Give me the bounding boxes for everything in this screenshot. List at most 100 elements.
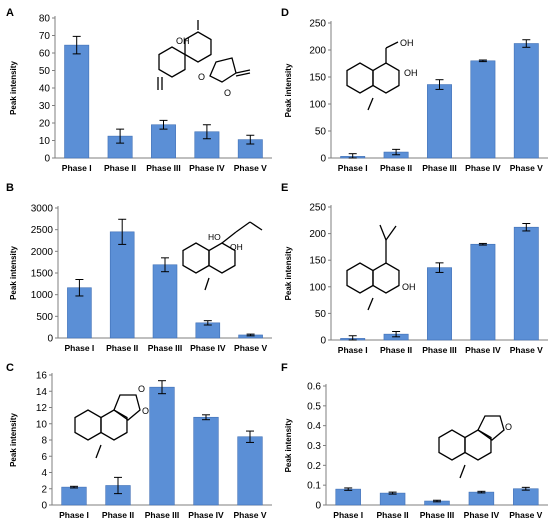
x-tick-label: Phase I [338, 345, 368, 355]
struct-label-oh: OH [402, 282, 416, 292]
bar [427, 267, 452, 341]
panel-letter: A [6, 7, 14, 19]
y-tick-label: 4 [41, 468, 47, 479]
y-tick-label: 0.4 [307, 421, 321, 432]
struct-label-o-carbonyl: O [224, 88, 231, 98]
molecule-structure: HO OH [182, 221, 263, 291]
bar [237, 436, 263, 506]
x-tick-label: Phase III [145, 510, 180, 520]
y-axis-label: Peak intensity [284, 418, 293, 472]
y-tick-label: 10 [36, 419, 48, 430]
panel-letter: E [281, 182, 288, 194]
x-tick-label: Phase III [148, 343, 183, 353]
chart-panel-d: D Peak intensity 0 50 100 150 200 250 Phase I Pha… [281, 7, 548, 173]
ring-right [184, 31, 212, 63]
thf-ring [477, 415, 505, 441]
bar [468, 491, 495, 506]
y-tick-label: 0 [320, 154, 326, 165]
y-tick-label: 0.3 [307, 441, 321, 452]
y-tick-label: 20 [39, 119, 51, 130]
y-tick-label: 0 [41, 501, 47, 512]
y-axis-label: Peak intensity [284, 63, 293, 117]
exo-bond-2 [235, 72, 251, 77]
diene-bond-2 [385, 225, 397, 241]
bar [193, 416, 219, 506]
y-tick-label: 40 [39, 84, 51, 95]
chart-panel-a: A Peak intensity 0 10 20 30 40 50 60 70 80 Phase I P… [6, 7, 272, 173]
bar [64, 44, 90, 159]
lactone-ring [113, 394, 141, 421]
bar [470, 60, 496, 159]
panel-letter: C [6, 362, 14, 374]
bar [513, 43, 539, 159]
y-tick-label: 0.5 [307, 401, 321, 412]
struct-label-ho: HO [208, 232, 221, 242]
diene-bond [379, 224, 387, 241]
molecule-structure: OH O O [157, 20, 251, 98]
y-tick-label: 3000 [31, 204, 54, 215]
y-tick-label: 30 [39, 101, 51, 112]
bar [109, 231, 135, 339]
y-tick-label: 0.6 [307, 382, 321, 393]
struct-label-oh: OH [230, 242, 243, 252]
gem-methyl-bond [95, 444, 102, 459]
y-tick-label: 150 [309, 73, 326, 84]
ring-right [100, 409, 128, 441]
x-tick-label: Phase II [380, 163, 412, 173]
struct-label-oh: OH [176, 36, 190, 46]
y-tick-label: 70 [39, 31, 51, 42]
y-tick-label: 2500 [31, 225, 54, 236]
y-tick-label: 150 [309, 256, 326, 267]
ring-left [158, 46, 186, 78]
gem-methyl-bond [367, 97, 374, 111]
ring-left [182, 242, 210, 274]
side-chain-2 [385, 41, 399, 49]
y-tick-label: 500 [36, 312, 53, 323]
y-tick-label: 2 [41, 484, 47, 495]
bar [513, 488, 539, 506]
y-tick-label: 6 [41, 452, 47, 463]
y-tick-label: 8 [41, 436, 47, 447]
panel-letter: B [6, 182, 14, 194]
ring-left [346, 62, 374, 94]
x-tick-label: Phase I [62, 163, 92, 173]
molecule-structure: OH OH [346, 38, 418, 111]
y-tick-label: 250 [309, 203, 326, 214]
x-tick-label: Phase V [509, 510, 542, 520]
y-tick-label: 100 [309, 282, 326, 293]
y-tick-label: 12 [36, 403, 48, 414]
chart-panel-e: E Peak intensity 0 50 100 150 200 250 Phase I Pha… [281, 182, 548, 355]
molecule-structure: OO [74, 384, 149, 459]
gem-methyl-bond [367, 297, 374, 311]
y-axis-label: Peak intensity [9, 61, 18, 115]
y-tick-label: 50 [39, 66, 51, 77]
y-tick-label: 200 [309, 46, 326, 57]
y-tick-label: 100 [309, 100, 326, 111]
x-tick-label: Phase V [233, 510, 266, 520]
x-tick-label: Phase I [59, 510, 89, 520]
x-tick-label: Phase V [234, 343, 267, 353]
bar [335, 488, 361, 506]
x-tick-label: Phase III [420, 510, 455, 520]
x-tick-label: Phase III [422, 163, 457, 173]
y-tick-label: 1500 [31, 269, 54, 280]
x-tick-label: Phase I [338, 163, 368, 173]
ring-right [464, 429, 492, 461]
gem-methyl-bond [459, 464, 466, 479]
molecule-structure: O [438, 415, 512, 479]
gem-methyl-bond [204, 277, 210, 291]
y-axis-label: Peak intensity [9, 413, 18, 467]
bar [152, 264, 178, 339]
bar [61, 486, 87, 506]
x-tick-label: Phase V [510, 345, 543, 355]
y-tick-label: 0 [315, 501, 321, 512]
molecule-structure: OH [346, 224, 416, 311]
x-tick-label: Phase II [104, 163, 136, 173]
lactone-ring [209, 57, 237, 83]
x-tick-label: Phase IV [464, 510, 500, 520]
y-tick-label: 0 [320, 336, 326, 347]
x-tick-label: Phase I [65, 343, 95, 353]
x-tick-label: Phase II [106, 343, 138, 353]
struct-label-oh: OH [404, 68, 418, 78]
